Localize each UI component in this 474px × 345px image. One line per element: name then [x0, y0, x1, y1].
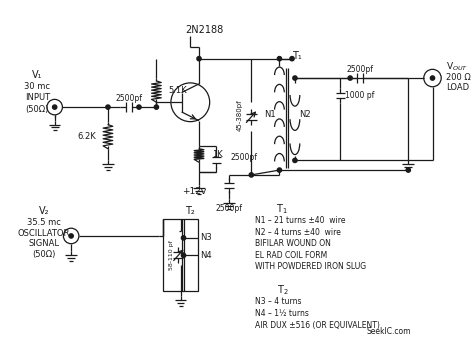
Text: N3: N3 — [200, 234, 212, 243]
Text: N2 – 4 turns ±40  wire: N2 – 4 turns ±40 wire — [255, 228, 341, 237]
Text: V$_{OUT}$: V$_{OUT}$ — [446, 60, 468, 73]
Text: T$_1$: T$_1$ — [276, 202, 288, 216]
Text: BIFILAR WOUND ON: BIFILAR WOUND ON — [255, 239, 331, 248]
Text: WITH POWDERED IRON SLUG: WITH POWDERED IRON SLUG — [255, 263, 366, 272]
Circle shape — [406, 168, 410, 172]
Text: OSCILLATOR: OSCILLATOR — [18, 228, 70, 238]
Text: N1 – 21 turns ±40  wire: N1 – 21 turns ±40 wire — [255, 216, 346, 225]
Text: SeekIC.com: SeekIC.com — [367, 327, 411, 336]
Text: T$_2$: T$_2$ — [276, 283, 288, 297]
Text: LOAD: LOAD — [446, 83, 469, 92]
Text: 2500pf: 2500pf — [346, 65, 374, 74]
Circle shape — [277, 168, 282, 172]
Bar — [163, 218, 198, 291]
Text: 2N2188: 2N2188 — [186, 24, 224, 34]
Circle shape — [137, 105, 141, 109]
Text: 200 Ω: 200 Ω — [446, 72, 471, 81]
Text: N2: N2 — [299, 110, 310, 119]
Text: INPUT: INPUT — [25, 93, 50, 102]
Text: T₂: T₂ — [185, 206, 195, 216]
Circle shape — [53, 105, 57, 109]
Text: 30 mc: 30 mc — [24, 82, 50, 91]
Circle shape — [106, 105, 110, 109]
Text: 1000 pf: 1000 pf — [346, 91, 374, 100]
Text: AIR DUX ±516 (OR EQUIVALENT): AIR DUX ±516 (OR EQUIVALENT) — [255, 321, 380, 329]
Circle shape — [182, 236, 186, 240]
Circle shape — [69, 234, 73, 238]
Text: 2500pf: 2500pf — [216, 204, 243, 213]
Circle shape — [430, 76, 435, 80]
Text: SIGNAL: SIGNAL — [28, 239, 60, 248]
Text: V₂: V₂ — [39, 206, 49, 216]
Text: T₁: T₁ — [292, 51, 302, 61]
Circle shape — [290, 57, 294, 61]
Circle shape — [249, 173, 254, 177]
Text: 35.5 mc: 35.5 mc — [27, 218, 61, 227]
Circle shape — [197, 57, 201, 61]
Text: 1K: 1K — [212, 150, 223, 159]
Text: 58-110 pf: 58-110 pf — [169, 240, 174, 270]
Text: 6.2K: 6.2K — [78, 132, 96, 141]
Text: 2500pf: 2500pf — [116, 94, 143, 103]
Text: (50Ω): (50Ω) — [26, 105, 49, 114]
Text: N4 – 1½ turns: N4 – 1½ turns — [255, 309, 309, 318]
Text: EL RAD COIL FORM: EL RAD COIL FORM — [255, 251, 328, 260]
Circle shape — [293, 76, 297, 80]
Text: +12v: +12v — [182, 187, 206, 196]
Text: N3 – 4 turns: N3 – 4 turns — [255, 297, 302, 306]
Text: N4: N4 — [200, 251, 211, 260]
Text: V₁: V₁ — [32, 70, 43, 80]
Circle shape — [182, 253, 186, 257]
Circle shape — [154, 105, 158, 109]
Text: (50Ω): (50Ω) — [32, 250, 56, 259]
Text: 45-380pf: 45-380pf — [237, 99, 243, 131]
Text: 5.1K: 5.1K — [168, 86, 187, 95]
Circle shape — [277, 57, 282, 61]
Text: 2500pf: 2500pf — [230, 153, 257, 162]
Circle shape — [293, 158, 297, 162]
Circle shape — [348, 76, 352, 80]
Text: N1: N1 — [264, 110, 275, 119]
